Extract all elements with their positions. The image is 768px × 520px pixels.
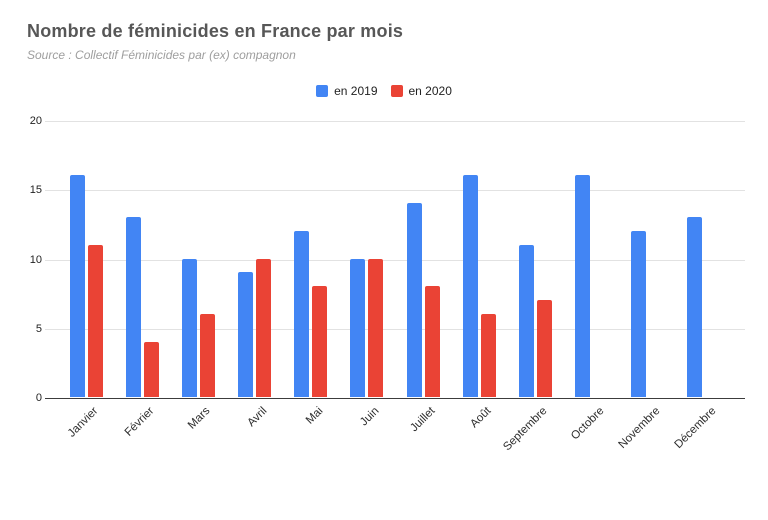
bar-group-novembre xyxy=(620,120,676,397)
bar-2019-mai[interactable] xyxy=(294,230,310,397)
gridline-5 xyxy=(45,328,745,330)
gridline-15 xyxy=(45,190,745,192)
bar-2020-mai[interactable] xyxy=(312,286,328,397)
y-axis-labels: 0 5 10 15 20 xyxy=(0,115,42,404)
legend-item-en-2020[interactable]: en 2020 xyxy=(390,84,452,98)
bar-group-decembre xyxy=(676,120,732,397)
bar-2019-novembre[interactable] xyxy=(631,230,647,397)
bar-2020-fevrier[interactable] xyxy=(143,341,159,397)
gridline-10 xyxy=(45,259,745,261)
bar-2020-juillet[interactable] xyxy=(424,286,440,397)
gridline-20 xyxy=(45,121,745,122)
y-tick-label-20: 20 xyxy=(29,115,42,127)
y-tick-label-0: 0 xyxy=(35,392,42,404)
bar-2019-octobre[interactable] xyxy=(575,175,591,397)
x-tick-label-fevrier: Février xyxy=(122,405,157,439)
bar-2019-fevrier[interactable] xyxy=(125,216,141,397)
bar-2019-janvier[interactable] xyxy=(69,175,85,397)
bar-2019-aout[interactable] xyxy=(462,175,478,397)
bar-2019-septembre[interactable] xyxy=(518,244,534,397)
bar-2020-mars[interactable] xyxy=(199,313,215,397)
bar-2020-septembre[interactable] xyxy=(536,300,552,397)
x-tick-label-mai: Mai xyxy=(303,405,326,427)
y-tick-label-15: 15 xyxy=(29,184,42,197)
chart-title: Nombre de féminicides en France par mois xyxy=(27,21,404,41)
bar-group-janvier xyxy=(58,120,114,397)
chart-legend: en 2019 en 2020 xyxy=(0,84,768,98)
chart-subtitle: Source : Collectif Féminicides par (ex) … xyxy=(27,48,296,62)
bar-group-octobre xyxy=(564,120,620,397)
bar-2020-avril[interactable] xyxy=(256,258,272,397)
x-tick-label-mars: Mars xyxy=(186,405,213,432)
y-tick-label-10: 10 xyxy=(29,253,42,266)
x-tick-label-octobre: Octobre xyxy=(568,405,607,443)
x-tick-label-juin: Juin xyxy=(357,405,382,429)
y-tick-label-5: 5 xyxy=(35,322,42,335)
x-tick-label-decembre: Décembre xyxy=(672,405,719,452)
x-tick-label-avril: Avril xyxy=(244,405,270,430)
bar-group-avril xyxy=(227,120,283,397)
bar-group-septembre xyxy=(507,120,563,397)
x-axis-line xyxy=(45,398,745,399)
x-axis-labels: Janvier Février Mars Avril Mai Juin Juillet Aoû… xyxy=(45,398,745,474)
bars-row xyxy=(45,120,745,397)
bar-2019-decembre[interactable] xyxy=(687,216,703,397)
x-tick-label-juillet: Juillet xyxy=(408,405,438,435)
bar-2019-mars[interactable] xyxy=(181,258,197,397)
chart-canvas: Nombre de féminicides en France par mois… xyxy=(0,21,768,474)
x-tick-label-aout: Août xyxy=(468,405,494,431)
legend-swatch-en-2020 xyxy=(390,85,403,97)
bar-2020-aout[interactable] xyxy=(480,313,496,397)
plot-area xyxy=(45,120,745,399)
bar-group-mars xyxy=(170,120,226,397)
bar-group-juin xyxy=(339,120,395,397)
bar-2020-janvier[interactable] xyxy=(87,244,103,397)
legend-item-en-2019[interactable]: en 2019 xyxy=(316,84,378,98)
x-tick-label-novembre: Novembre xyxy=(616,405,663,452)
bar-group-mai xyxy=(283,120,339,397)
bar-group-fevrier xyxy=(114,120,170,397)
legend-label: en 2020 xyxy=(408,84,452,98)
bar-group-aout xyxy=(451,120,507,397)
bar-group-juillet xyxy=(395,120,451,397)
bar-2019-avril[interactable] xyxy=(238,272,254,397)
x-tick-label-septembre: Septembre xyxy=(501,405,550,454)
legend-swatch-en-2019 xyxy=(316,85,329,97)
bar-2019-juin[interactable] xyxy=(350,258,366,397)
bar-2020-juin[interactable] xyxy=(368,258,384,397)
bar-2019-juillet[interactable] xyxy=(406,203,422,397)
legend-label: en 2019 xyxy=(334,84,378,98)
